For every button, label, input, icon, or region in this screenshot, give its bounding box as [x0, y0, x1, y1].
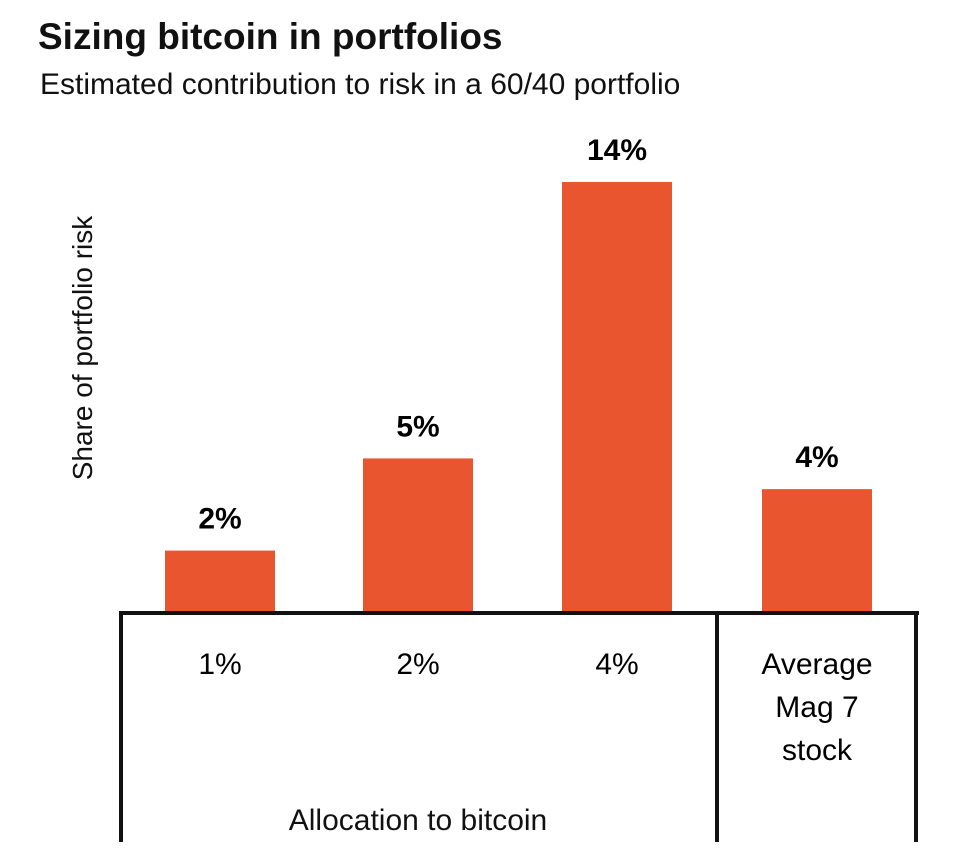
x-axis-label: Allocation to bitcoin [289, 804, 548, 837]
data-label: 5% [396, 410, 439, 443]
data-label: 4% [795, 441, 838, 474]
data-label: 2% [198, 503, 241, 536]
data-label: 14% [587, 134, 647, 167]
bar [762, 489, 872, 612]
x-tick-label: Mag 7 [775, 691, 858, 724]
x-tick-label: 1% [198, 648, 241, 681]
x-tick-label: Average [761, 648, 872, 681]
y-axis-label: Share of portfolio risk [67, 215, 98, 481]
bar [363, 458, 473, 612]
bar [165, 550, 275, 612]
x-tick-label: 2% [396, 648, 439, 681]
chart-title: Sizing bitcoin in portfolios [38, 16, 503, 57]
bar [562, 182, 672, 612]
x-tick-label: 4% [595, 648, 638, 681]
x-tick-label: stock [782, 734, 853, 767]
chart-subtitle: Estimated contribution to risk in a 60/4… [40, 68, 681, 101]
